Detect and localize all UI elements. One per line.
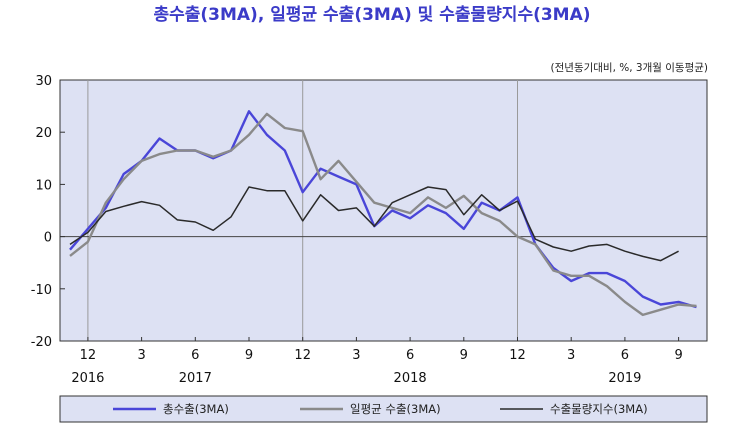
year-dividers (87, 80, 518, 341)
y-tick-label: 10 (35, 178, 52, 193)
x-tick-label: 6 (191, 348, 199, 363)
x-tick-label: 6 (621, 348, 629, 363)
y-tick-label: -10 (31, 283, 52, 298)
x-tick-label: 12 (80, 348, 97, 363)
x-tick-label: 3 (137, 348, 145, 363)
series-line-2 (69, 112, 697, 317)
y-tick-label: -20 (31, 335, 52, 350)
x-year-label: 2019 (608, 371, 641, 386)
y-tick-label: 30 (35, 74, 52, 89)
x-year-label: 2017 (179, 371, 212, 386)
chart-title: 총수출(3MA), 일평균 수출(3MA) 및 수출물량지수(3MA) (153, 5, 590, 25)
series-line-1 (69, 110, 697, 309)
plot-area (59, 79, 708, 342)
x-tick-label: 3 (567, 348, 575, 363)
legend-box (59, 395, 708, 423)
y-axis-ticks: 30 20 10 0 -10 -20 (31, 74, 65, 350)
x-tick-label: 9 (245, 348, 253, 363)
legend-label-2: 일평균 수출(3MA) (350, 402, 441, 416)
legend: 총수출(3MA) 일평균 수출(3MA) 수출물량지수(3MA) (113, 402, 648, 416)
x-tick-label: 12 (294, 348, 311, 363)
y-tick-label: 20 (35, 126, 52, 141)
y-tick-label: 0 (44, 231, 52, 246)
x-tick-label: 3 (352, 348, 360, 363)
x-year-label: 2018 (394, 371, 427, 386)
x-axis-years: 2016 2017 2018 2019 (71, 371, 641, 386)
x-tick-label: 6 (406, 348, 414, 363)
series-layer (69, 110, 697, 317)
legend-label-1: 총수출(3MA) (163, 402, 229, 416)
x-tick-label: 9 (674, 348, 682, 363)
x-axis-ticks: 12 3 6 9 12 3 6 9 12 3 6 9 (80, 337, 683, 363)
x-tick-label: 9 (460, 348, 468, 363)
x-tick-label: 12 (509, 348, 526, 363)
unit-note: (전년동기대비, %, 3개월 이동평균) (551, 62, 708, 74)
series-line-3 (69, 186, 679, 262)
x-year-label: 2016 (71, 371, 104, 386)
legend-label-3: 수출물량지수(3MA) (550, 402, 648, 416)
